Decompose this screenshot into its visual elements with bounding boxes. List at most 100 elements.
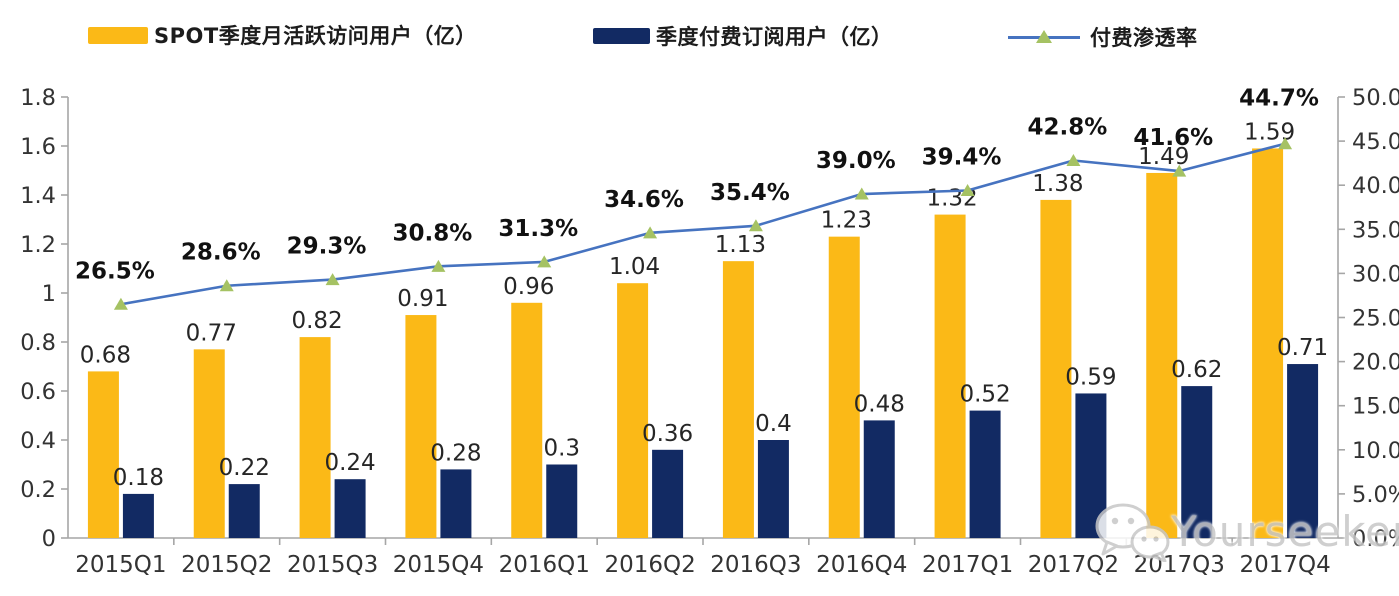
x-axis-label: 2017Q2 xyxy=(1028,552,1119,578)
mau-value-label: 1.49 xyxy=(1138,144,1189,170)
penetration-legend-label: 付费渗透率 xyxy=(1090,26,1198,50)
mau-bar-2015Q3 xyxy=(299,337,331,538)
right-axis-tick-label: 30.0% xyxy=(1352,261,1399,287)
x-axis-label: 2015Q4 xyxy=(393,552,484,578)
penetration-value-label: 39.0% xyxy=(816,148,896,174)
right-axis-tick-label: 50.0% xyxy=(1352,85,1399,111)
penetration-value-label: 26.5% xyxy=(75,258,155,284)
left-axis-tick-label: 0.2 xyxy=(20,477,56,503)
subs-value-label: 0.52 xyxy=(959,382,1010,408)
penetration-marker xyxy=(1278,137,1293,150)
x-axis-label: 2015Q3 xyxy=(287,552,378,578)
mau-bar-2017Q1 xyxy=(934,214,966,538)
penetration-marker xyxy=(113,297,128,310)
penetration-value-label: 44.7% xyxy=(1239,86,1319,112)
right-axis-tick-label: 20.0% xyxy=(1352,350,1399,376)
left-axis-tick-label: 1.4 xyxy=(20,183,56,209)
subs-bar-2017Q1 xyxy=(969,410,1001,538)
subs-bar-2016Q3 xyxy=(757,440,789,538)
left-axis-tick-label: 1.6 xyxy=(20,134,56,160)
right-axis-tick-label: 25.0% xyxy=(1352,306,1399,332)
penetration-line xyxy=(120,142,1286,306)
subs-bar-2016Q1 xyxy=(546,464,578,538)
mau-bar-2015Q4 xyxy=(405,315,437,538)
subs-legend-swatch xyxy=(593,28,650,44)
penetration-marker xyxy=(537,255,552,268)
penetration-marker xyxy=(960,183,975,196)
mau-value-label: 0.82 xyxy=(291,308,342,334)
left-axis-tick-label: 0 xyxy=(42,526,56,552)
penetration-value-label: 29.3% xyxy=(287,234,367,260)
subs-value-label: 0.18 xyxy=(113,465,164,491)
left-axis-tick-label: 0.4 xyxy=(20,428,56,454)
subs-bar-2017Q4 xyxy=(1287,364,1319,538)
subs-value-label: 0.3 xyxy=(543,436,580,462)
penetration-marker xyxy=(854,187,869,200)
right-axis-tick-label: 40.0% xyxy=(1352,173,1399,199)
left-axis-tick-label: 1.2 xyxy=(20,232,56,258)
penetration-value-label: 28.6% xyxy=(181,240,261,266)
mau-value-label: 1.13 xyxy=(715,232,766,258)
subs-legend-label: 季度付费订阅用户（亿） xyxy=(656,25,893,49)
penetration-marker xyxy=(219,279,234,292)
left-axis-tick-label: 1 xyxy=(42,281,56,307)
mau-bar-2017Q4 xyxy=(1252,148,1284,538)
mau-value-label: 1.38 xyxy=(1032,171,1083,197)
legend-item-subs: 季度付费订阅用户（亿） xyxy=(593,21,893,51)
penetration-value-label: 31.3% xyxy=(498,216,578,242)
mau-bar-2017Q3 xyxy=(1146,172,1178,538)
right-axis-tick-label: 45.0% xyxy=(1352,129,1399,155)
mau-value-label: 0.91 xyxy=(397,286,448,312)
penetration-marker xyxy=(1066,154,1081,167)
subs-value-label: 0.48 xyxy=(854,391,905,417)
penetration-value-label: 39.4% xyxy=(922,144,1002,170)
x-axis-label: 2017Q3 xyxy=(1134,552,1225,578)
x-axis-label: 2017Q1 xyxy=(922,552,1013,578)
subs-value-label: 0.24 xyxy=(324,450,375,476)
subs-bar-2017Q2 xyxy=(1075,393,1107,538)
mau-value-label: 0.68 xyxy=(80,342,131,368)
penetration-marker xyxy=(431,259,446,272)
penetration-value-label: 34.6% xyxy=(604,187,684,213)
subs-bar-2016Q4 xyxy=(863,420,895,538)
penetration-value-label: 30.8% xyxy=(393,220,473,246)
x-axis-label: 2016Q2 xyxy=(604,552,695,578)
mau-bar-2016Q3 xyxy=(722,261,754,538)
subs-bar-2017Q3 xyxy=(1181,386,1213,538)
mau-bar-2015Q2 xyxy=(193,349,225,538)
penetration-marker xyxy=(643,226,658,239)
mau-bar-2016Q4 xyxy=(828,236,860,538)
mau-value-label: 1.04 xyxy=(609,254,660,280)
x-axis-label: 2015Q2 xyxy=(181,552,272,578)
mau-value-label: 1.23 xyxy=(821,208,872,234)
x-axis-label: 2015Q1 xyxy=(75,552,166,578)
penetration-marker xyxy=(1172,164,1187,177)
subs-bar-2015Q3 xyxy=(334,479,366,538)
right-axis-tick-label: 15.0% xyxy=(1352,394,1399,420)
legend-item-mau: SPOT季度月活跃访问用户（亿） xyxy=(88,20,477,50)
penetration-value-label: 41.6% xyxy=(1133,125,1213,151)
subs-value-label: 0.71 xyxy=(1277,335,1328,361)
penetration-marker xyxy=(325,273,340,286)
subs-bar-2015Q1 xyxy=(122,493,154,538)
right-axis-tick-label: 5.0% xyxy=(1352,482,1399,508)
mau-legend-label: SPOT季度月活跃访问用户（亿） xyxy=(154,24,477,48)
legend-item-penetration: 付费渗透率 xyxy=(1008,22,1198,52)
mau-bar-2016Q2 xyxy=(617,283,649,538)
x-axis-label: 2016Q3 xyxy=(710,552,801,578)
subs-bar-2016Q2 xyxy=(652,449,684,538)
subs-value-label: 0.59 xyxy=(1065,364,1116,390)
left-axis-tick-label: 0.6 xyxy=(20,379,56,405)
mau-bar-2017Q2 xyxy=(1040,199,1072,538)
left-axis-tick-label: 0.8 xyxy=(20,330,56,356)
subs-value-label: 0.28 xyxy=(430,440,481,466)
x-axis-label: 2016Q4 xyxy=(816,552,907,578)
penetration-legend-line-icon xyxy=(1008,30,1080,44)
subs-value-label: 0.22 xyxy=(219,455,270,481)
subs-bar-2015Q2 xyxy=(228,484,260,538)
penetration-value-label: 35.4% xyxy=(710,180,790,206)
mau-bar-2015Q1 xyxy=(87,371,119,538)
x-axis-label: 2016Q1 xyxy=(499,552,590,578)
penetration-marker xyxy=(748,219,763,232)
